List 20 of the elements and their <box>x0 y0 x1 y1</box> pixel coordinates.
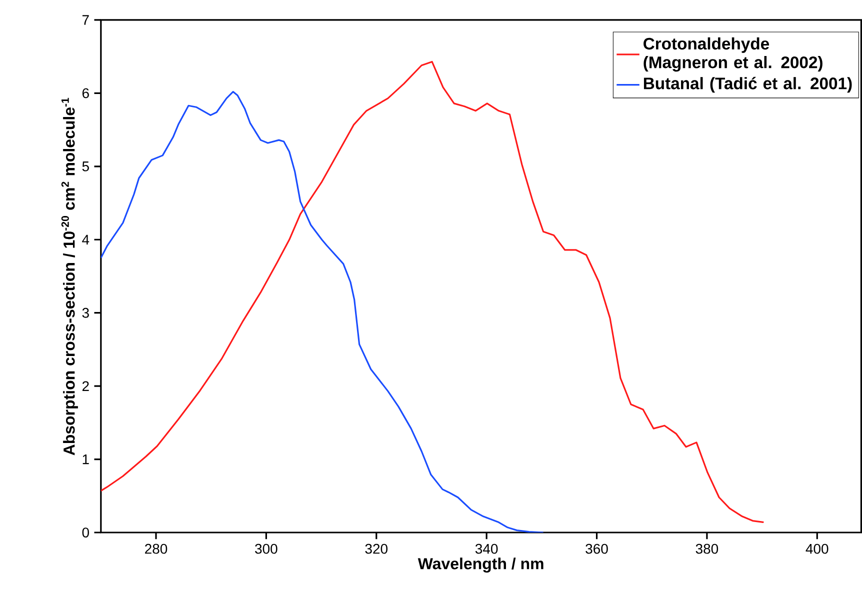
legend-label: Crotonaldehyde (Magneron et al. 2002) <box>644 37 822 72</box>
x-axis-title: Wavelength / nm <box>418 557 544 572</box>
y-tick-label: 2 <box>82 380 89 391</box>
y-tick-label: 6 <box>82 88 89 98</box>
x-tick-label: 400 <box>806 544 828 554</box>
line-series <box>100 90 544 532</box>
legend-label: Butanal (Tadić et al. 2001) <box>644 76 852 92</box>
x-tick-label: 320 <box>365 544 388 554</box>
y-tick-label: 3 <box>82 308 89 318</box>
y-tick-label: 4 <box>82 234 90 244</box>
x-tick-label: 340 <box>475 544 498 554</box>
y-tick-label: 7 <box>82 14 89 25</box>
y-tick-label: 5 <box>82 161 89 172</box>
y-axis-title: Absorption cross-section / 10$^{-20}$ cm$^{2}$ molecule$^{-1}$ <box>61 98 78 456</box>
x-tick-label: 280 <box>145 544 168 554</box>
y-tick-label: 1 <box>82 454 89 464</box>
y-tick-label: 0 <box>82 527 89 538</box>
x-tick-label: 360 <box>586 544 608 554</box>
x-tick-label: 300 <box>255 544 278 554</box>
x-tick-label: 380 <box>696 544 718 554</box>
